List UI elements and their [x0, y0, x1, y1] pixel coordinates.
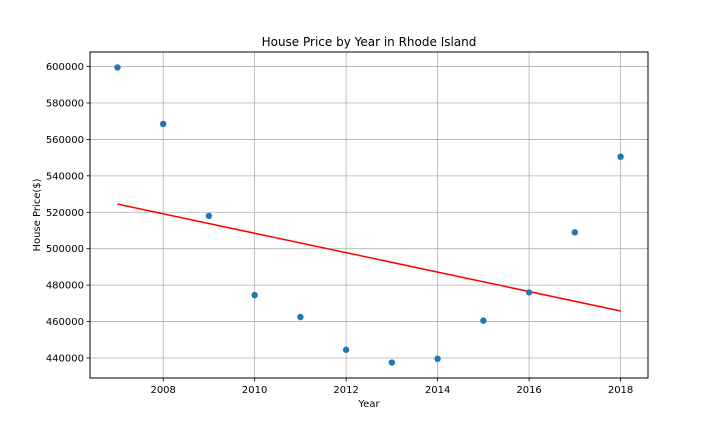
chart-title: House Price by Year in Rhode Island: [262, 35, 477, 49]
data-point: [480, 317, 487, 324]
data-point: [434, 355, 441, 363]
x-tick-label: 2012: [333, 385, 358, 396]
data-point: [159, 120, 167, 128]
ticks: 2008 2010 2012 2014 2016 2018 440000 460000 4800…: [46, 62, 633, 396]
y-tick-label: 440000: [46, 353, 84, 364]
data-point: [251, 291, 258, 299]
y-tick-label: 560000: [46, 135, 84, 146]
y-tick-label: 600000: [46, 62, 84, 73]
data-point: [114, 64, 121, 71]
y-axis-label: House Price($): [32, 178, 43, 251]
data-point: [525, 289, 533, 296]
y-tick-label: 580000: [46, 98, 84, 109]
y-tick-label: 540000: [46, 171, 84, 182]
x-tick-label: 2018: [608, 385, 633, 396]
trend-line: [117, 203, 621, 312]
x-tick-label: 2010: [242, 385, 267, 396]
x-tick-label: 2008: [150, 385, 175, 396]
data-point: [205, 212, 213, 220]
data-point: [297, 313, 304, 321]
y-tick-label: 460000: [46, 317, 84, 328]
grid: [90, 52, 648, 378]
y-tick-label: 520000: [46, 208, 84, 219]
y-tick-label: 500000: [46, 244, 84, 255]
x-tick-label: 2014: [425, 385, 450, 396]
data-point: [571, 229, 579, 236]
y-tick-label: 480000: [46, 281, 84, 292]
data-point: [388, 359, 396, 366]
series-layer: [114, 64, 624, 366]
plot-frame: [89, 51, 649, 379]
x-tick-label: 2016: [516, 385, 541, 396]
x-axis-label: Year: [357, 399, 380, 410]
data-point: [617, 153, 624, 160]
data-point: [342, 346, 350, 353]
